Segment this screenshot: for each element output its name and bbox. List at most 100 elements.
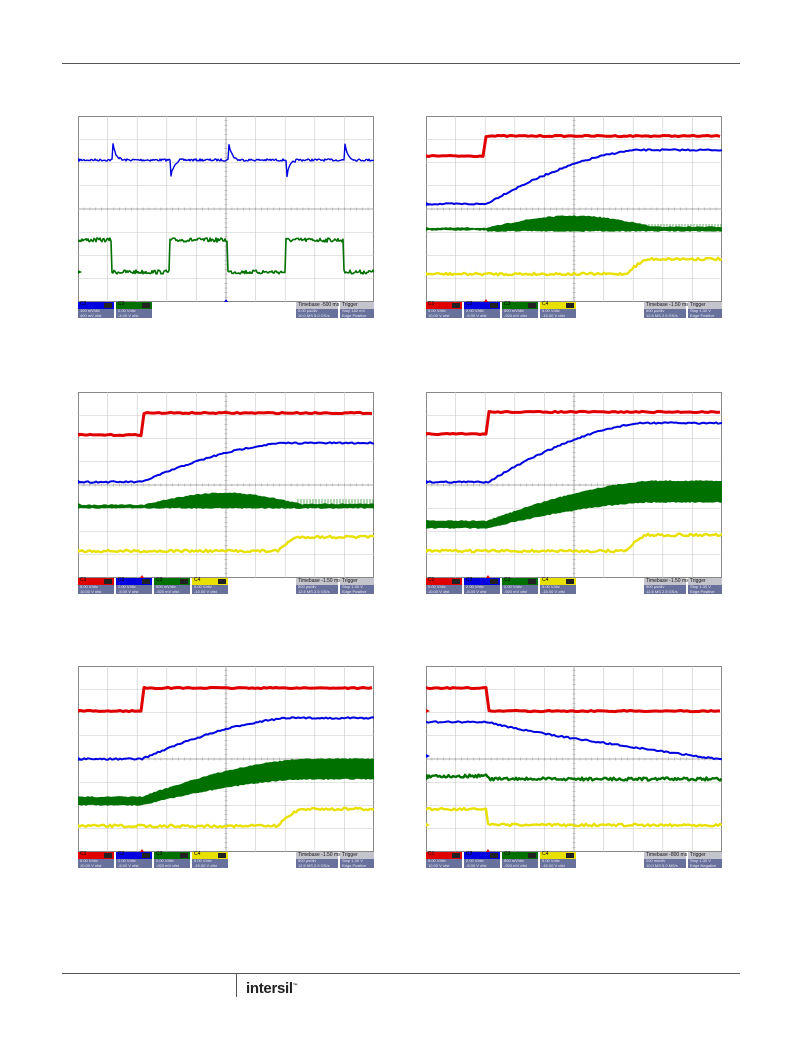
- channel-descriptor-c4: C4 5.00 V/div -15.00 V ofst: [540, 301, 576, 318]
- channel-tag-icon: [104, 853, 112, 858]
- trigger-position-marker-icon: [140, 575, 144, 578]
- channel-tag-icon: [452, 853, 460, 858]
- channel-setting: 10.00 V ofst: [428, 588, 450, 594]
- trigger-header: Trigger: [340, 578, 374, 585]
- trigger-descriptor: Trigger Stop 182 mV Edge Positive: [340, 302, 374, 318]
- channel-id: C4: [542, 851, 549, 857]
- channel-setting: 2.00 V/div: [466, 308, 484, 313]
- channel-tag-icon: [490, 579, 498, 584]
- channel-descriptor-c3: C3 2.00 V/div -920 mV ofst: [154, 851, 190, 868]
- channel-tag-icon: [566, 579, 574, 584]
- timebase-value: Timebase -500 ms: [298, 302, 340, 308]
- channel-setting: -920 mV ofst: [504, 312, 527, 318]
- channel-setting: -4.00 V ofst: [118, 312, 139, 318]
- channel-ground-marker-icon: [78, 433, 82, 437]
- channel-descriptor-c4: C4 5.00 V/div -15.00 V ofst: [540, 851, 576, 868]
- channel-ground-marker-icon: [426, 754, 430, 758]
- channel-tag-icon: [528, 853, 536, 858]
- channel-setting: -5.00 V ofst: [466, 588, 487, 594]
- channel-id: C3: [504, 851, 511, 857]
- footer-rule: [62, 973, 740, 974]
- trigger-setting: Edge Positive: [342, 312, 367, 318]
- channel-setting: -5.00 V ofst: [118, 588, 139, 594]
- channel-setting: 10.00 V ofst: [428, 312, 450, 318]
- channel-descriptor-c1: C1 5.00 V/div 10.00 V ofst: [426, 851, 462, 868]
- timebase-descriptor: Timebase -1.50 ms 500 µs/div 12.5 MS 2.5 G…: [296, 852, 341, 868]
- channel-descriptor-c4: C4 5.00 V/div -15.00 V ofst: [192, 577, 228, 594]
- channel-setting: 5.00 V/div: [428, 858, 446, 863]
- intersil-logo: intersil™: [246, 980, 298, 997]
- channel-id: C4: [194, 851, 201, 857]
- trigger-setting: Edge Negative: [690, 862, 717, 868]
- channel-tag-icon: [218, 853, 226, 858]
- channel-setting: -15.00 V ofst: [542, 862, 565, 868]
- channel-tag-icon: [180, 579, 188, 584]
- channel-tag-icon: [528, 579, 536, 584]
- channel-setting: 10.00 V ofst: [80, 862, 102, 868]
- timebase-header: Timebase -1.50 ms: [644, 578, 689, 585]
- channel-setting: 400 mV ofst: [80, 312, 102, 318]
- ch1-waveform: [78, 410, 373, 438]
- scope-status-bar: C1 5.00 V/div 10.00 V ofst C2 2.00 V/div -5.0…: [426, 301, 722, 318]
- trigger-position-marker-icon: [486, 575, 490, 578]
- channel-id: C1: [80, 577, 87, 583]
- scope-status-bar: C1 5.00 V/div 10.00 V ofst C2 2.00 V/div -5.0…: [78, 851, 374, 868]
- channel-id: C1: [428, 301, 435, 307]
- channel-descriptor-header: C1: [426, 851, 462, 859]
- channel-id: C2: [466, 301, 473, 307]
- channel-descriptor-header: C2: [116, 577, 152, 585]
- oscilloscope-screen: [426, 666, 722, 852]
- channel-id: C2: [466, 577, 473, 583]
- channel-descriptor-header: C3: [502, 577, 538, 585]
- channel-tag-icon: [142, 579, 150, 584]
- channel-setting: 5.00 V/div: [80, 858, 98, 863]
- ch3-waveform: [78, 237, 374, 275]
- timebase-setting: 12.5 MS 2.5 GS/s: [298, 588, 330, 594]
- timebase-setting: 5.00 µs/div: [298, 308, 318, 313]
- scope-capture-4: C1 5.00 V/div 10.00 V ofst C2 2.00 V/div -5.0…: [426, 392, 722, 594]
- channel-setting: 2.00 V/div: [466, 858, 484, 863]
- channel-setting: 5.00 V/div: [194, 858, 212, 863]
- channel-setting: 2.00 V/div: [466, 584, 484, 589]
- channel-descriptor-header: C2: [464, 851, 500, 859]
- channel-descriptor-c1: C1 5.00 V/div 10.00 V ofst: [426, 577, 462, 594]
- channel-descriptor-header: C1: [426, 301, 462, 309]
- trigger-header: Trigger: [688, 578, 722, 585]
- ch2-waveform: [426, 421, 722, 484]
- channel-descriptor-c2: C2 2.00 V/div -5.00 V ofst: [464, 851, 500, 868]
- scope-capture-1: C2 100 mV/div 400 mV ofst C3 2.00 V/div -4.00…: [78, 116, 374, 318]
- channel-id: C3: [156, 851, 163, 857]
- trigger-setting: Edge Positive: [690, 588, 715, 594]
- timebase-header: Timebase -1.50 ms: [296, 578, 341, 585]
- timebase-setting: 10.0 MS 5.0 MS/s: [646, 862, 678, 868]
- channel-ground-marker-icon: [78, 824, 82, 828]
- channel-ground-marker-icon: [78, 709, 82, 713]
- channel-id: C4: [542, 301, 549, 307]
- channel-setting: -920 mV ofst: [156, 862, 179, 868]
- channel-descriptor-c1: C1 5.00 V/div 10.00 V ofst: [426, 301, 462, 318]
- channel-ground-marker-icon: [426, 823, 430, 827]
- channel-ground-marker-icon: [426, 432, 430, 436]
- channel-descriptor-c3: C3 2.00 V/div -4.00 V ofst: [116, 301, 152, 318]
- trigger-setting: Edge Positive: [690, 312, 715, 318]
- channel-ground-marker-icon: [426, 776, 430, 780]
- scope-capture-2: C1 5.00 V/div 10.00 V ofst C2 2.00 V/div -5.0…: [426, 116, 722, 318]
- channel-id: C1: [428, 577, 435, 583]
- channel-descriptor-c2: C2 2.00 V/div -5.00 V ofst: [116, 851, 152, 868]
- channel-id: C2: [118, 851, 125, 857]
- channel-setting: 5.00 V/div: [542, 584, 560, 589]
- ch4-waveform: [426, 256, 722, 277]
- logo-trademark: ™: [292, 983, 298, 989]
- channel-descriptor-header: C2: [464, 577, 500, 585]
- trigger-setting: Stop 1.30 V: [690, 584, 711, 589]
- channel-tag-icon: [490, 853, 498, 858]
- ch1-waveform: [426, 686, 721, 714]
- channel-id: C4: [194, 577, 201, 583]
- channel-ground-marker-icon: [78, 503, 82, 507]
- channel-setting: 2.00 V/div: [118, 584, 136, 589]
- ch1-waveform: [426, 409, 721, 437]
- header-rule: [62, 63, 740, 64]
- channel-ground-marker-icon: [426, 549, 430, 553]
- timebase-setting: 500 µs/div: [646, 308, 665, 313]
- channel-setting: -15.00 V ofst: [542, 588, 565, 594]
